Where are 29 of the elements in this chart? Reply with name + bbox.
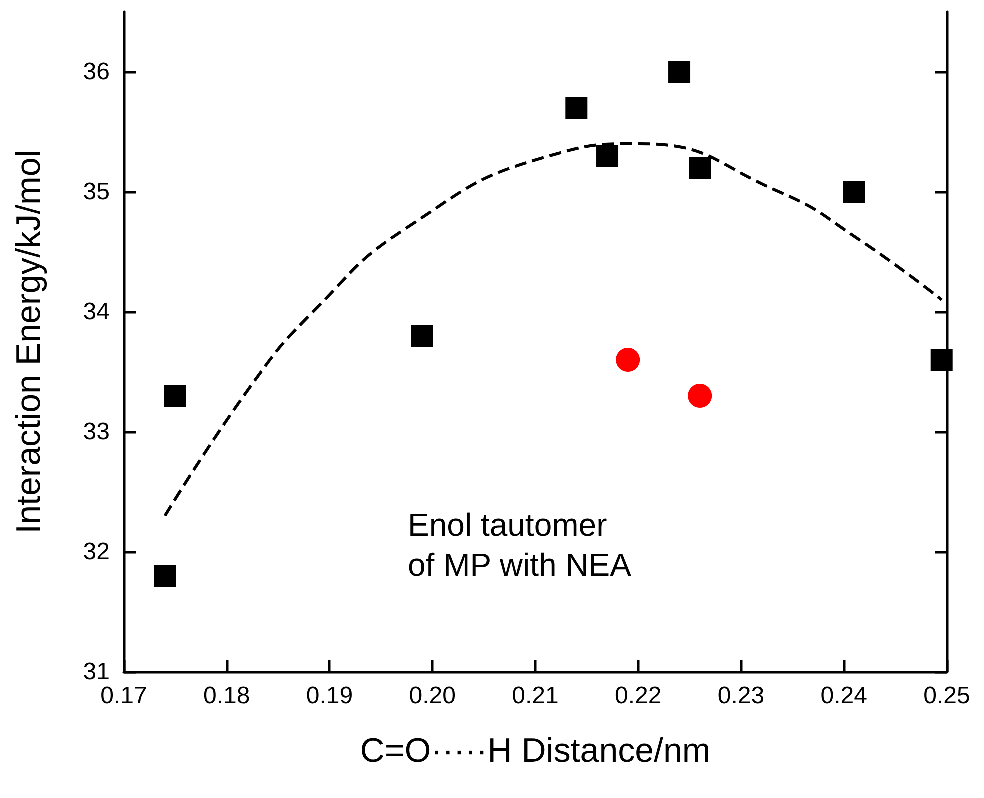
y-tick-label: 31: [83, 658, 110, 686]
point: [616, 348, 640, 372]
point: [566, 97, 588, 119]
x-tick-label: 0.19: [306, 682, 354, 710]
point: [930, 349, 953, 371]
x-tick-label: 0.25: [924, 682, 970, 710]
annotation: Enol tautomer of MP with NEA: [408, 507, 632, 583]
point: [154, 565, 176, 587]
point: [688, 384, 712, 408]
x-tick-label: 0.21: [512, 682, 559, 710]
x-tick-label: 0.18: [204, 682, 250, 710]
x-tick-label: 0.23: [718, 682, 765, 710]
point: [689, 157, 712, 179]
x-tick-label: 0.24: [820, 682, 868, 710]
point: [411, 325, 434, 347]
point: [596, 145, 619, 167]
y-tick-label: 33: [83, 418, 110, 446]
point: [843, 181, 866, 203]
point: [668, 61, 691, 83]
x-tick-label: 0.20: [409, 682, 456, 710]
y-tick-label: 34: [83, 298, 110, 326]
x-tick-label: 0.22: [615, 682, 662, 710]
x-axis-title: C=O·····H Distance/nm: [360, 732, 711, 770]
y-tick-label: 32: [83, 538, 110, 566]
y-axis-title: Interaction Energy/kJ/mol: [10, 150, 48, 534]
point: [164, 385, 186, 407]
x-tick-label: 0.17: [100, 682, 148, 710]
y-tick-label: 35: [83, 178, 110, 206]
y-tick-label: 36: [83, 58, 110, 86]
